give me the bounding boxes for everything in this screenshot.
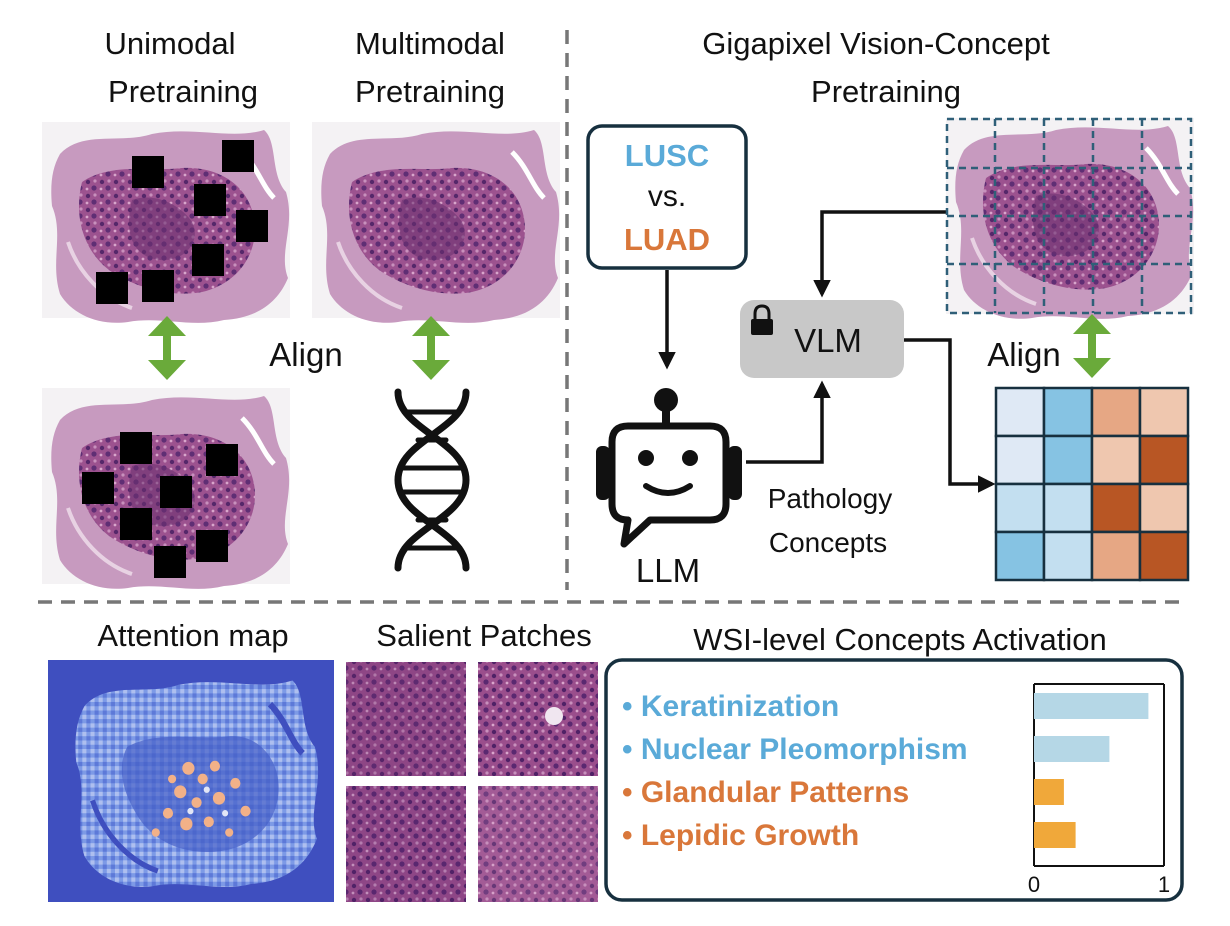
matrix-cell-3-0 [994, 530, 1046, 582]
activation-bar-1 [1034, 736, 1110, 762]
vs-label: vs. [648, 180, 686, 213]
llm-label: LLM [636, 552, 700, 589]
unimodal-title-line2: Pretraining [108, 74, 258, 109]
concept-label-1: • Nuclear Pleomorphism [622, 733, 968, 766]
align-arrow-right [1073, 314, 1111, 378]
arrow-llm-to-vlm [746, 380, 831, 464]
salient-patches [346, 662, 598, 902]
lusc-label: LUSC [625, 138, 709, 173]
patch-4 [478, 786, 598, 902]
concept-label-0: • Keratinization [622, 690, 839, 723]
matrix-cell-1-1 [1042, 434, 1094, 486]
salient-patches-title: Salient Patches [376, 618, 591, 653]
matrix-cell-2-3 [1138, 482, 1190, 534]
matrix-cell-3-1 [1042, 530, 1094, 582]
multimodal-title-line2: Pretraining [355, 74, 505, 109]
concept-label-3: • Lepidic Growth [622, 819, 859, 852]
matrix-cell-0-2 [1090, 386, 1142, 438]
concept-label-2: • Glandular Patterns [622, 776, 909, 809]
matrix-cell-1-0 [994, 434, 1046, 486]
lock-icon [751, 304, 773, 335]
vlm-label: VLM [794, 322, 862, 359]
masked-wsi-top [42, 122, 290, 323]
class-box [586, 124, 748, 270]
matrix-cell-3-3 [1138, 530, 1190, 582]
align-label-right: Align [987, 336, 1060, 373]
unimodal-title-line1: Unimodal [105, 26, 236, 61]
matrix-cell-0-3 [1138, 386, 1190, 438]
arrow-wsi-to-vlm [813, 210, 946, 298]
wsi-multimodal [312, 122, 560, 323]
activation-bar-0 [1034, 693, 1149, 719]
matrix-cell-2-1 [1042, 482, 1094, 534]
matrix-cell-0-1 [1042, 386, 1094, 438]
attention-map-title: Attention map [97, 618, 288, 653]
concepts-label-line2: Concepts [769, 527, 887, 558]
multimodal-title-line1: Multimodal [355, 26, 505, 61]
activation-bar-2 [1034, 779, 1064, 805]
dna-icon [394, 388, 470, 572]
align-arrow-middle [412, 316, 450, 380]
patch-2 [478, 662, 598, 776]
x-tick-label-0: 0 [1028, 872, 1040, 897]
robot-icon [596, 388, 742, 548]
luad-label: LUAD [624, 222, 710, 257]
align-label-left: Align [269, 336, 342, 373]
x-tick-label-1: 1 [1158, 872, 1170, 897]
matrix-cell-2-2 [1090, 482, 1142, 534]
patch-1 [346, 662, 466, 776]
concept-list: • Keratinization • Nuclear Pleomorphism • … [622, 690, 968, 852]
attention-map [48, 660, 334, 902]
wsi-grid [946, 118, 1194, 319]
matrix-cell-3-2 [1090, 530, 1142, 582]
concepts-label-line1: Pathology [768, 483, 893, 514]
vlm-box [740, 300, 904, 378]
activation-bars [1034, 693, 1149, 848]
matrix-cell-0-0 [994, 386, 1046, 438]
masked-wsi-bottom [42, 388, 290, 589]
arrow-vlm-to-matrix [904, 338, 996, 493]
similarity-matrix [994, 386, 1190, 582]
align-arrow-left [148, 316, 186, 380]
activation-bar-3 [1034, 822, 1076, 848]
gigapixel-title-line2: Pretraining [811, 74, 961, 109]
matrix-cell-2-0 [994, 482, 1046, 534]
patch-3 [346, 786, 466, 902]
matrix-cell-1-3 [1138, 434, 1190, 486]
matrix-cell-1-2 [1090, 434, 1142, 486]
concepts-activation-title: WSI-level Concepts Activation [693, 622, 1107, 657]
gigapixel-title-line1: Gigapixel Vision-Concept [702, 26, 1050, 61]
